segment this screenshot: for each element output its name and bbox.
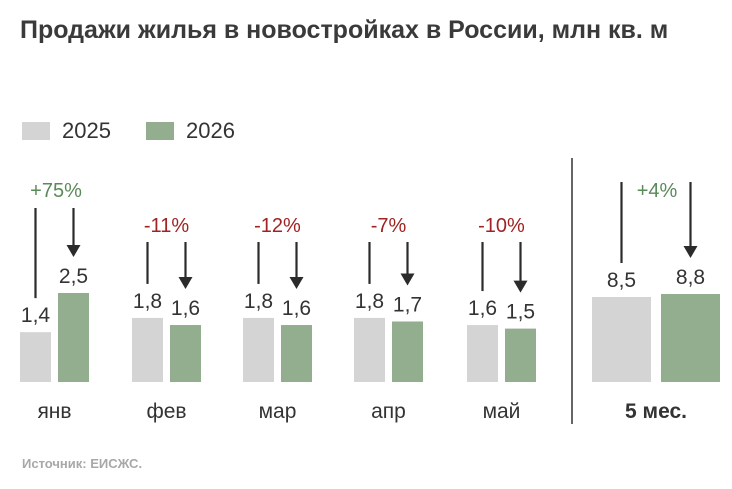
change-label-4: -10% (478, 215, 525, 237)
value-label-2025-3: 1,8 (355, 290, 384, 313)
bar-2025-5 (592, 297, 651, 382)
value-label-2025-2: 1,8 (244, 290, 273, 313)
value-label-2025-4: 1,6 (468, 297, 497, 320)
bar-2026-4 (505, 328, 536, 382)
value-label-2026-5: 8,8 (676, 266, 705, 289)
bar-2026-3 (392, 321, 423, 382)
bar-2025-1 (132, 317, 163, 382)
change-arrow-4-head (513, 280, 528, 293)
value-label-2026-2: 1,6 (282, 297, 311, 320)
change-label-5: +4% (637, 180, 678, 202)
bar-2025-4 (467, 325, 498, 382)
change-label-3: -7% (371, 215, 407, 237)
category-label-4: май (483, 400, 521, 423)
change-arrow-0-head (66, 245, 81, 257)
change-arrow-1-head (178, 277, 193, 290)
change-label-1: -11% (144, 215, 189, 237)
value-label-2026-3: 1,7 (393, 293, 422, 316)
bar-2025-0 (20, 332, 51, 382)
bar-2026-2 (281, 325, 312, 382)
change-label-2: -12% (254, 215, 301, 237)
legend-label-2025: 2025 (62, 118, 111, 143)
legend-swatch-2025 (22, 122, 50, 140)
value-label-2026-0: 2,5 (59, 265, 88, 288)
category-label-3: апр (371, 400, 406, 423)
value-label-2026-4: 1,5 (506, 301, 535, 324)
bar-2026-0 (58, 293, 89, 382)
bar-2026-5 (661, 294, 720, 382)
legend-label-2026: 2026 (186, 118, 235, 143)
change-label-0: +75% (30, 180, 82, 202)
source-note: Источник: ЕИСЖС. (22, 456, 143, 471)
change-arrow-3-head (400, 273, 415, 286)
category-label-0: янв (37, 400, 71, 423)
category-label-5: 5 мес. (625, 400, 687, 423)
bar-2026-1 (170, 325, 201, 382)
value-label-2025-1: 1,8 (133, 290, 162, 313)
change-arrow-5-head (683, 246, 698, 258)
category-label-2: мар (259, 400, 297, 423)
bar-2025-2 (243, 317, 274, 382)
category-label-1: фев (146, 400, 186, 423)
legend-swatch-2026 (146, 122, 174, 140)
change-arrow-2-head (289, 277, 304, 290)
value-label-2025-0: 1,4 (21, 304, 51, 327)
page-title: Продажи жилья в новостройках в России, м… (20, 16, 669, 44)
bar-2025-3 (354, 317, 385, 382)
value-label-2026-1: 1,6 (171, 297, 200, 320)
value-label-2025-5: 8,5 (607, 269, 636, 292)
